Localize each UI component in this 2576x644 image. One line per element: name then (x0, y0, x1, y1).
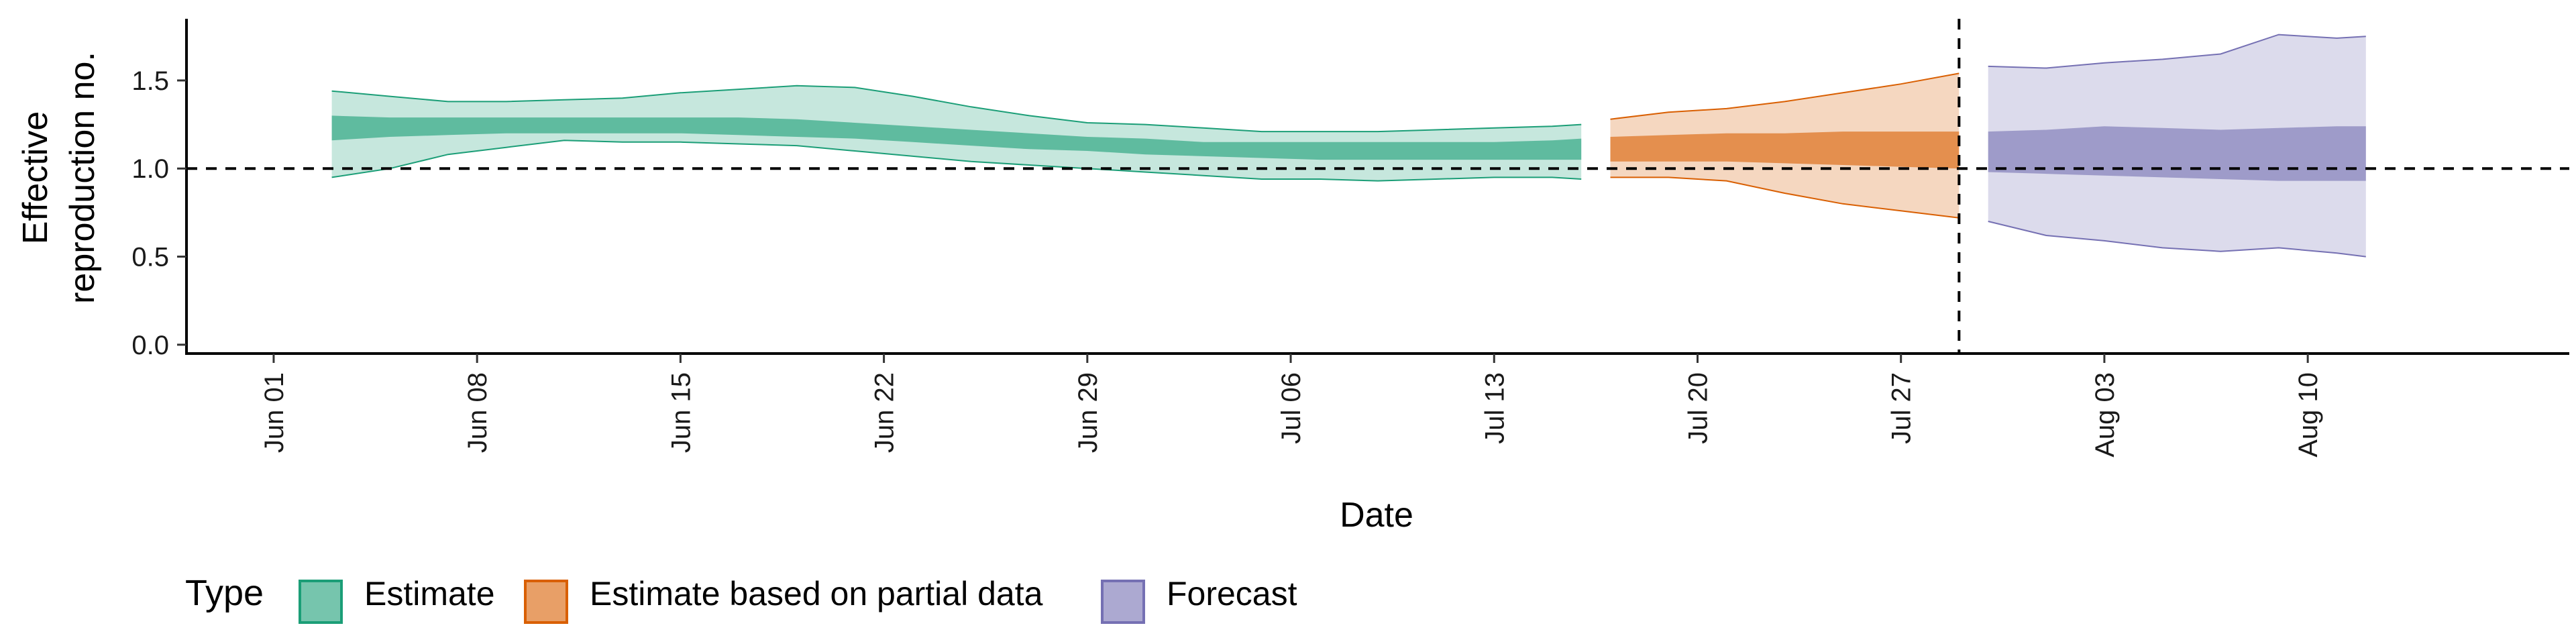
outer-band-lower-edge (1610, 176, 1960, 219)
legend-item-forecast: Forecast (1101, 575, 1297, 624)
outer-band-upper-edge (1610, 72, 1960, 120)
y-axis-title-line-2: reproduction no. (63, 52, 102, 304)
band-layer (331, 34, 2366, 258)
legend-swatch (1101, 580, 1145, 624)
x-tick-label: Jun 15 (666, 372, 696, 453)
outer-band-lower-edge (331, 140, 1582, 182)
reference-lines (186, 19, 2569, 354)
outer-band-upper-edge (1988, 34, 2366, 69)
y-axis-title-line-1: Effective (16, 111, 55, 244)
y-tick-label: 0.0 (131, 331, 169, 360)
legend-label: Forecast (1167, 575, 1297, 612)
legend-swatch (299, 580, 343, 624)
series-estimate-based-on-partial-data (1610, 72, 1960, 219)
x-tick-label: Jun 08 (463, 372, 492, 453)
legend-item-estimate-based-on-partial-data: Estimate based on partial data (524, 575, 1043, 624)
legend: Type Estimate Estimate based on partial da… (185, 573, 1297, 624)
x-axis-title: Date (1340, 496, 1413, 535)
inner-credible-band (331, 115, 1582, 160)
outer-band-lower-edge (1988, 221, 2366, 258)
x-tick-label: Jul 06 (1277, 372, 1306, 444)
series-estimate (331, 85, 1582, 182)
legend-label: Estimate based on partial data (590, 575, 1043, 612)
legend-label: Estimate (364, 575, 495, 612)
axes: 0.0 0.5 1.0 1.5 Jun 01 Jun 08 Jun 15 Jun 22 Jun … (131, 19, 2569, 458)
y-tick-label: 0.5 (131, 243, 169, 272)
x-tick-label: Aug 03 (2090, 372, 2120, 458)
x-tick-label: Jun 29 (1073, 372, 1103, 453)
y-axis-title: Effective reproduction no. (16, 52, 102, 304)
x-tick-label: Jul 20 (1684, 372, 1713, 444)
legend-title: Type (185, 573, 264, 613)
outer-band-upper-edge (331, 85, 1582, 133)
y-tick-label: 1.0 (131, 154, 169, 184)
x-tick-label: Jun 22 (870, 372, 900, 453)
legend-swatch (524, 580, 568, 624)
y-tick-label: 1.5 (131, 66, 169, 96)
x-tick-label: Jul 13 (1480, 372, 1509, 444)
inner-credible-band (1988, 126, 2366, 181)
inner-credible-band (1610, 131, 1960, 169)
x-tick-label: Aug 10 (2294, 372, 2323, 458)
x-tick-label: Jul 27 (1887, 372, 1917, 444)
series-forecast (1988, 34, 2366, 258)
legend-item-estimate: Estimate (299, 575, 495, 624)
x-tick-label: Jun 01 (260, 372, 289, 453)
